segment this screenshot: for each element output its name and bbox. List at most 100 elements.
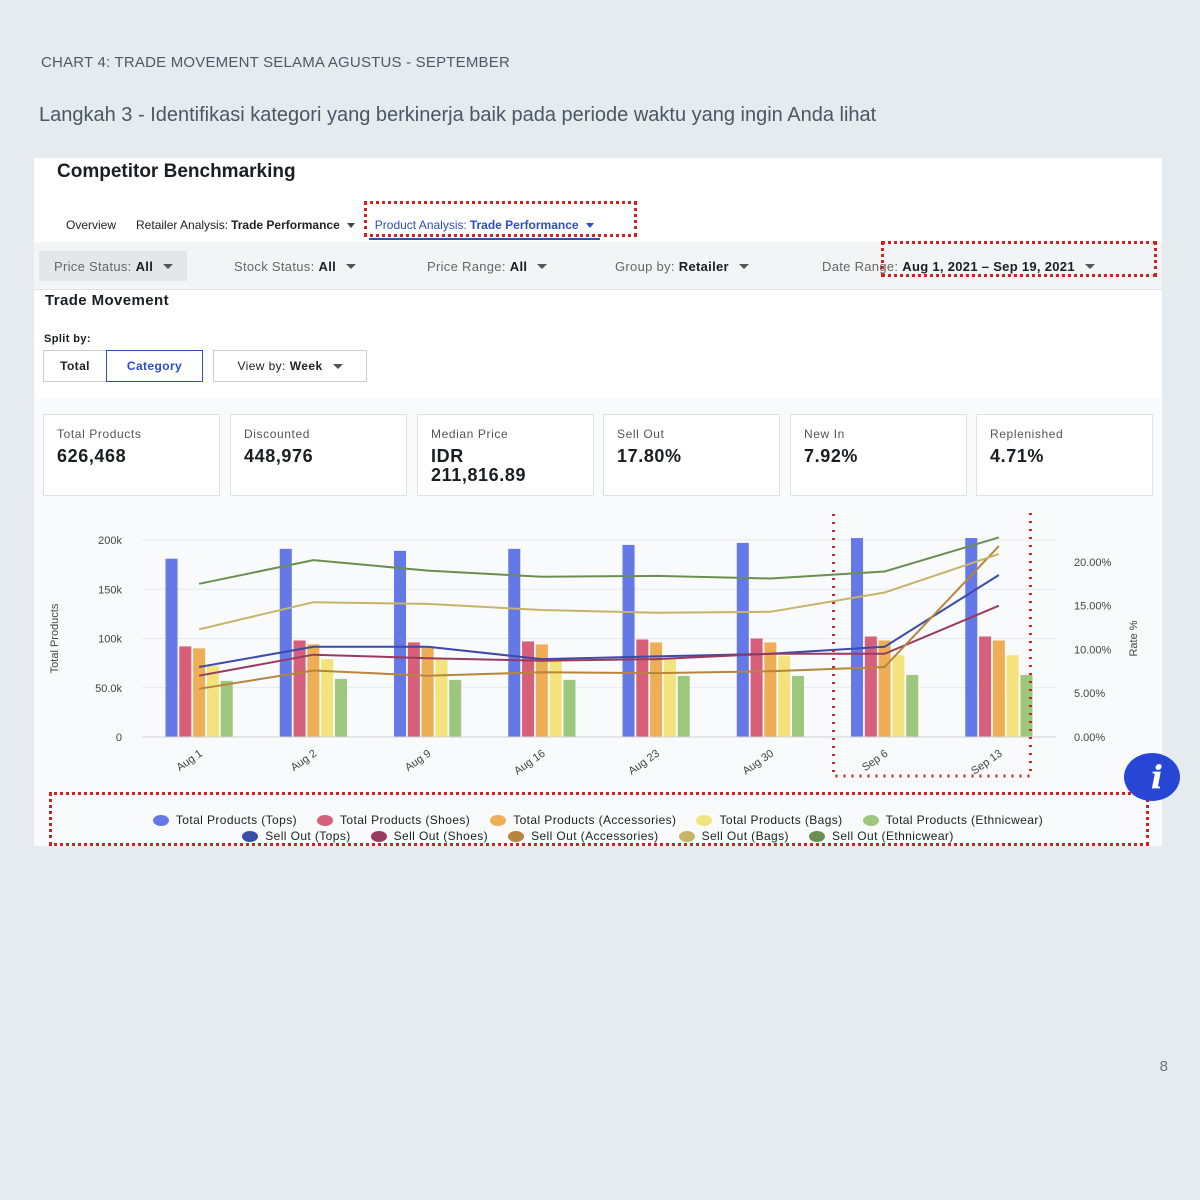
tab-retailer-analysis[interactable]: Retailer Analysis: Trade Performance — [136, 218, 355, 232]
legend-label: Total Products (Ethnicwear) — [885, 813, 1044, 827]
tab-label: Product Analysis: — [374, 218, 467, 232]
chevron-down-icon — [332, 363, 343, 369]
bar-tops — [394, 550, 407, 737]
bar-shoes — [179, 646, 192, 737]
bar-accessories — [650, 642, 663, 737]
kpi-value: 626,468 — [57, 446, 127, 466]
kpi-card-replenished[interactable]: Replenished 4.71% — [976, 414, 1153, 496]
legend-dot-icon — [490, 814, 507, 826]
tab-overview[interactable]: Overview — [66, 218, 116, 232]
legend-item[interactable]: Total Products (Shoes) — [317, 813, 470, 827]
kpi-value: 7.92% — [804, 446, 859, 466]
kpi-value: IDR — [431, 446, 464, 466]
filter-label: Group by: — [615, 258, 675, 274]
x-tick-label: Sep 13 — [969, 748, 1004, 778]
bar-tops — [508, 548, 521, 737]
legend-dot-icon — [696, 814, 713, 826]
legend-dot-icon — [317, 814, 333, 826]
bar-tops — [279, 548, 292, 737]
chart-legend-row: Sell Out (Tops) Sell Out (Shoes) Sell Out … — [34, 829, 1162, 843]
legend-item[interactable]: Sell Out (Shoes) — [370, 829, 489, 843]
x-tick-label: Aug 16 — [512, 748, 547, 778]
highlight-box-date-range — [881, 241, 1157, 277]
bar-shoes — [750, 638, 763, 737]
filter-label: Price Status: — [54, 258, 132, 274]
kpi-label: New In — [804, 427, 845, 441]
tab-product-analysis[interactable]: Product Analysis: Trade Performance — [368, 218, 600, 240]
bar-bags — [892, 655, 905, 737]
bar-shoes — [522, 641, 535, 737]
chevron-down-icon — [346, 222, 355, 228]
kpi-card-new-in[interactable]: New In 7.92% — [790, 414, 967, 496]
legend-item[interactable]: Sell Out (Ethnicwear) — [808, 829, 954, 843]
legend-item[interactable]: Sell Out (Bags) — [678, 829, 789, 843]
kpi-label: Sell Out — [617, 427, 665, 441]
split-total-button[interactable]: Total — [43, 350, 107, 382]
filter-value: All — [509, 258, 528, 274]
legend-label: Sell Out (Bags) — [701, 829, 789, 843]
filter-price-range[interactable]: Price Range: All — [427, 251, 548, 281]
legend-label: Sell Out (Shoes) — [393, 829, 489, 843]
bar-tops — [851, 538, 864, 737]
y-axis-label: Total Products — [49, 603, 61, 673]
bar-bags — [778, 656, 791, 737]
y-tick-label: 50.0k — [95, 683, 122, 695]
filter-group-by[interactable]: Group by: Retailer — [615, 251, 749, 281]
bar-accessories — [421, 646, 434, 737]
legend-item[interactable]: Sell Out (Tops) — [242, 829, 350, 843]
bar-shoes — [979, 636, 992, 737]
y-tick-label: 200k — [98, 535, 122, 547]
kpi-card-total-products[interactable]: Total Products 626,468 — [43, 414, 220, 496]
y2-tick-label: 5.00% — [1074, 688, 1105, 700]
info-button[interactable]: i — [1124, 753, 1180, 801]
kpi-value: 17.80% — [617, 446, 682, 466]
tab-label: Retailer Analysis: — [136, 218, 229, 232]
legend-item[interactable]: Total Products (Ethnicwear) — [862, 813, 1044, 827]
kpi-value: 4.71% — [990, 446, 1045, 466]
trade-movement-chart: 0 50.0k 100k 150k 200k 0.00% 5.00% 10.00% 15.00%… — [49, 508, 1140, 778]
filter-price-status[interactable]: Price Status: All — [39, 251, 188, 281]
bar-tops — [965, 538, 978, 737]
bar-ethnicwear — [449, 679, 462, 737]
bar-accessories — [307, 644, 320, 737]
legend-item[interactable]: Total Products (Accessories) — [490, 813, 676, 827]
bar-accessories — [535, 644, 548, 737]
filter-stock-status[interactable]: Stock Status: All — [234, 251, 357, 281]
chevron-down-icon — [1084, 263, 1095, 269]
bar-ethnicwear — [677, 675, 690, 737]
line-so_shoes — [198, 604, 1000, 677]
legend-item[interactable]: Sell Out (Accessories) — [508, 829, 659, 843]
filter-date-range[interactable]: Date Range: Aug 1, 2021 – Sep 19, 2021 — [822, 251, 1095, 281]
x-tick-label: Aug 1 — [174, 748, 204, 774]
y-tick-label: 0 — [116, 732, 122, 744]
filter-bar: Price Status: All Stock Status: All Price … — [34, 242, 1162, 290]
bar-shoes — [636, 639, 649, 737]
chevron-down-icon — [585, 222, 594, 228]
legend-dot-icon — [862, 814, 879, 826]
x-tick-label: Aug 9 — [403, 748, 433, 774]
kpi-card-sell-out[interactable]: Sell Out 17.80% — [603, 414, 780, 496]
bar-bags — [1006, 655, 1019, 737]
y2-axis-label: Rate % — [1128, 620, 1140, 656]
y2-tick-label: 20.00% — [1074, 557, 1112, 569]
filter-value: Retailer — [678, 258, 729, 274]
bar-ethnicwear — [906, 674, 919, 737]
chevron-down-icon — [346, 263, 357, 269]
x-tick-label: Aug 30 — [741, 748, 776, 778]
x-tick-label: Sep 6 — [860, 748, 890, 774]
legend-dot-icon — [508, 830, 525, 842]
legend-item[interactable]: Total Products (Tops) — [152, 813, 297, 827]
bar-bags — [549, 659, 562, 737]
chart-legend-row: Total Products (Tops) Total Products (Sho… — [34, 813, 1162, 827]
bar-shoes — [864, 636, 877, 737]
legend-item[interactable]: Total Products (Bags) — [696, 813, 842, 827]
split-category-button[interactable]: Category — [106, 350, 203, 382]
app-title: Competitor Benchmarking — [57, 161, 296, 182]
kpi-card-discounted[interactable]: Discounted 448,976 — [230, 414, 407, 496]
bar-bags — [206, 666, 219, 737]
line-so_tops — [198, 574, 1000, 668]
highlight-box-legend — [49, 792, 1149, 846]
kpi-card-median-price[interactable]: Median Price IDR 211,816.89 — [417, 414, 594, 496]
legend-dot-icon — [678, 830, 695, 842]
view-by-dropdown[interactable]: View by: Week — [213, 350, 367, 382]
